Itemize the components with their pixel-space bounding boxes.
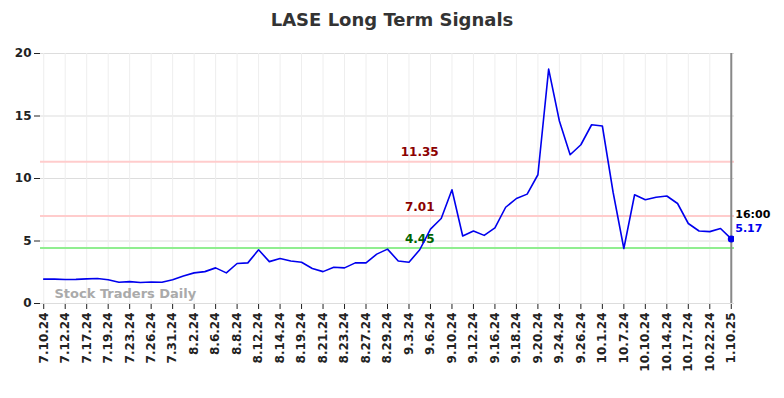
svg-text:11.35: 11.35 (401, 145, 439, 159)
svg-text:1.10.25: 1.10.25 (724, 313, 738, 364)
svg-text:10: 10 (15, 171, 32, 185)
svg-text:7.17.24: 7.17.24 (80, 313, 94, 364)
svg-text:5.17: 5.17 (735, 222, 762, 235)
svg-text:10.22.24: 10.22.24 (703, 313, 717, 372)
svg-text:9.6.24: 9.6.24 (423, 313, 437, 356)
svg-text:9.10.24: 9.10.24 (445, 313, 459, 364)
svg-text:5: 5 (23, 234, 31, 248)
svg-text:8.21.24: 8.21.24 (316, 313, 330, 364)
svg-text:8.14.24: 8.14.24 (273, 313, 287, 364)
svg-text:8.12.24: 8.12.24 (251, 313, 265, 364)
svg-text:15: 15 (15, 109, 32, 123)
svg-text:20: 20 (15, 46, 32, 60)
html-text:LASE Long Term Signals: LASE Long Term Signals (270, 9, 514, 30)
svg-text:8.8.24: 8.8.24 (230, 313, 244, 356)
svg-text:10.1.24: 10.1.24 (595, 313, 609, 364)
svg-text:16:00: 16:00 (735, 208, 770, 221)
svg-text:10.14.24: 10.14.24 (660, 313, 674, 372)
svg-text:8.29.24: 8.29.24 (380, 313, 394, 364)
svg-text:10.10.24: 10.10.24 (638, 313, 652, 372)
svg-text:9.20.24: 9.20.24 (531, 313, 545, 364)
svg-text:7.31.24: 7.31.24 (165, 313, 179, 364)
svg-text:9.12.24: 9.12.24 (466, 313, 480, 364)
svg-text:8.27.24: 8.27.24 (359, 313, 373, 364)
svg-text:Stock Traders Daily: Stock Traders Daily (55, 286, 197, 301)
svg-text:8.6.24: 8.6.24 (208, 313, 222, 356)
svg-text:7.23.24: 7.23.24 (123, 313, 137, 364)
svg-text:9.18.24: 9.18.24 (509, 313, 523, 364)
svg-text:7.12.24: 7.12.24 (58, 313, 72, 364)
svg-text:9.26.24: 9.26.24 (574, 313, 588, 364)
svg-text:9.3.24: 9.3.24 (402, 313, 416, 356)
svg-text:7.01: 7.01 (405, 200, 435, 214)
svg-text:10.7.24: 10.7.24 (617, 313, 631, 364)
svg-text:8.2.24: 8.2.24 (187, 313, 201, 356)
svg-text:7.10.24: 7.10.24 (37, 313, 51, 364)
svg-text:8.23.24: 8.23.24 (337, 313, 351, 364)
svg-text:7.19.24: 7.19.24 (101, 313, 115, 364)
svg-text:8.19.24: 8.19.24 (294, 313, 308, 364)
svg-text:0: 0 (23, 296, 31, 310)
svg-text:10.17.24: 10.17.24 (681, 313, 695, 372)
svg-text:4.45: 4.45 (405, 232, 435, 246)
svg-text:9.24.24: 9.24.24 (552, 313, 566, 364)
svg-text:7.26.24: 7.26.24 (144, 313, 158, 364)
svg-text:9.16.24: 9.16.24 (488, 313, 502, 364)
